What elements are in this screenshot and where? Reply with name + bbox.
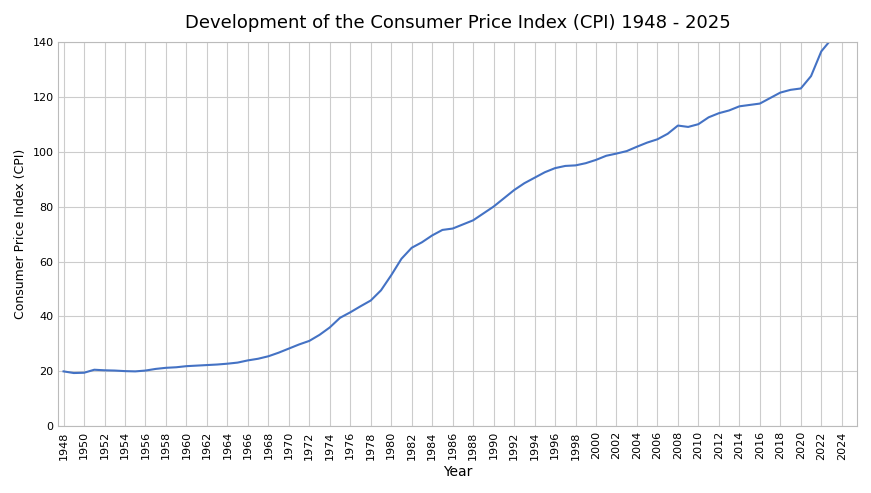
X-axis label: Year: Year	[443, 465, 472, 479]
Y-axis label: Consumer Price Index (CPI): Consumer Price Index (CPI)	[14, 149, 27, 319]
Title: Development of the Consumer Price Index (CPI) 1948 - 2025: Development of the Consumer Price Index …	[185, 14, 731, 32]
